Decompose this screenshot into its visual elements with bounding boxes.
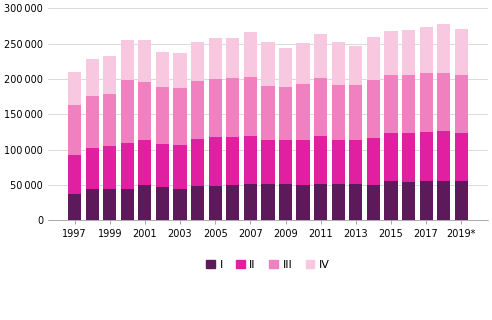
Bar: [384, 181, 398, 220]
Bar: [261, 184, 275, 220]
Bar: [332, 42, 345, 84]
Bar: [367, 138, 380, 185]
Bar: [367, 80, 380, 138]
Bar: [191, 139, 204, 187]
Bar: [437, 181, 450, 220]
Bar: [384, 31, 398, 76]
Bar: [226, 38, 240, 78]
Bar: [209, 137, 222, 186]
Legend: I, II, III, IV: I, II, III, IV: [202, 255, 334, 274]
Bar: [244, 77, 257, 136]
Bar: [244, 184, 257, 220]
Bar: [437, 73, 450, 131]
Bar: [420, 27, 432, 73]
Bar: [68, 105, 81, 155]
Bar: [121, 188, 134, 220]
Bar: [261, 42, 275, 86]
Bar: [86, 148, 99, 189]
Bar: [191, 187, 204, 220]
Bar: [121, 80, 134, 143]
Bar: [68, 155, 81, 194]
Bar: [455, 29, 468, 76]
Bar: [420, 132, 432, 181]
Bar: [297, 140, 309, 185]
Bar: [138, 40, 152, 83]
Bar: [138, 140, 152, 185]
Bar: [420, 73, 432, 132]
Bar: [191, 81, 204, 139]
Bar: [138, 185, 152, 220]
Bar: [367, 37, 380, 80]
Bar: [349, 84, 363, 140]
Bar: [332, 84, 345, 140]
Bar: [226, 137, 240, 185]
Bar: [86, 96, 99, 148]
Bar: [349, 46, 363, 84]
Bar: [121, 40, 134, 80]
Bar: [349, 184, 363, 220]
Bar: [279, 87, 292, 140]
Bar: [103, 56, 116, 94]
Bar: [332, 184, 345, 220]
Bar: [244, 136, 257, 184]
Bar: [384, 76, 398, 133]
Bar: [191, 42, 204, 81]
Bar: [297, 84, 309, 140]
Bar: [226, 78, 240, 137]
Bar: [244, 32, 257, 77]
Bar: [68, 194, 81, 220]
Bar: [279, 140, 292, 184]
Bar: [297, 185, 309, 220]
Bar: [156, 52, 169, 87]
Bar: [174, 88, 186, 145]
Bar: [261, 140, 275, 184]
Bar: [437, 24, 450, 73]
Bar: [261, 86, 275, 140]
Bar: [402, 182, 415, 220]
Bar: [437, 131, 450, 181]
Bar: [209, 79, 222, 137]
Bar: [156, 187, 169, 220]
Bar: [174, 188, 186, 220]
Bar: [121, 143, 134, 188]
Bar: [420, 181, 432, 220]
Bar: [455, 181, 468, 220]
Bar: [174, 145, 186, 188]
Bar: [103, 189, 116, 220]
Bar: [86, 189, 99, 220]
Bar: [103, 94, 116, 146]
Bar: [455, 133, 468, 181]
Bar: [367, 185, 380, 220]
Bar: [384, 133, 398, 181]
Bar: [332, 140, 345, 184]
Bar: [279, 184, 292, 220]
Bar: [156, 144, 169, 187]
Bar: [174, 53, 186, 88]
Bar: [314, 34, 327, 78]
Bar: [103, 146, 116, 189]
Bar: [297, 43, 309, 84]
Bar: [86, 59, 99, 96]
Bar: [314, 184, 327, 220]
Bar: [68, 72, 81, 105]
Bar: [138, 83, 152, 140]
Bar: [402, 30, 415, 75]
Bar: [226, 185, 240, 220]
Bar: [455, 76, 468, 133]
Bar: [402, 75, 415, 133]
Bar: [209, 38, 222, 79]
Bar: [314, 78, 327, 136]
Bar: [209, 186, 222, 220]
Bar: [402, 133, 415, 182]
Bar: [349, 140, 363, 184]
Bar: [314, 136, 327, 184]
Bar: [279, 48, 292, 87]
Bar: [156, 87, 169, 144]
